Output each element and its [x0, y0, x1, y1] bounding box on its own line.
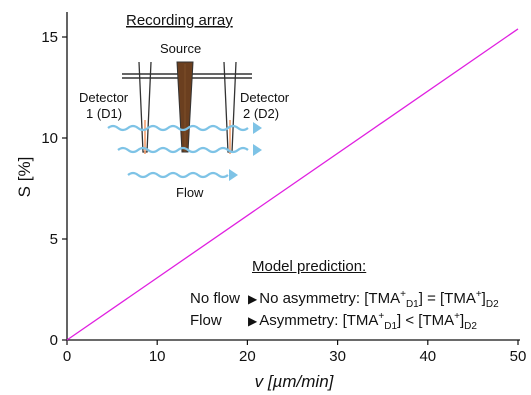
x-tick-label: 0 — [63, 348, 71, 365]
model-row-flow: Flow ▶ Asymmetry: [TMA+D1] < [TMA+]D2 — [190, 311, 477, 332]
flow-arrowhead-icon — [229, 169, 238, 181]
source-label: Source — [160, 41, 201, 56]
x-tick-label: 10 — [149, 348, 166, 365]
arrow-icon: ▶ — [248, 292, 258, 306]
flow-wave — [117, 146, 249, 154]
series-layer — [66, 28, 519, 341]
detector2-pipette — [223, 61, 237, 154]
y-axis-title: S [%] — [15, 157, 34, 198]
detector1-label-line1: Detector — [79, 90, 129, 105]
x-tick-label: 50 — [510, 348, 527, 365]
charge-sup: + — [454, 311, 460, 322]
plot-axes — [66, 12, 520, 341]
charge-sup: + — [378, 311, 385, 322]
arrow-icon: ▶ — [248, 314, 258, 328]
no-flow-relation: ] = [TMA — [418, 290, 476, 307]
no-flow-condition: No flow — [190, 290, 241, 307]
x-ticks: 0 10 20 30 40 50 — [63, 340, 527, 365]
y-tick-label: 10 — [41, 130, 58, 147]
y-tick-label: 0 — [50, 332, 58, 349]
detector2-label-line2: 2 (D2) — [243, 106, 279, 121]
no-flow-result: No asymmetry: [TMA — [259, 290, 401, 307]
flow-label: Flow — [176, 185, 204, 200]
source-pipette — [176, 61, 194, 153]
d2-sub: D2 — [464, 321, 477, 332]
detector1-label-line2: 1 (D1) — [86, 106, 122, 121]
flow-wave — [127, 171, 229, 179]
y-tick-label: 5 — [50, 231, 58, 248]
d1-sub: D1 — [384, 321, 398, 332]
flow-arrowhead-icon — [253, 144, 262, 156]
d2-sub: D2 — [485, 299, 499, 310]
flow-result: Asymmetry: [TMA — [259, 312, 379, 329]
recording-array-inset: Recording array Source Detector 1 (D1) D… — [79, 12, 290, 200]
y-ticks: 0 5 10 15 — [41, 29, 67, 349]
model-row-no-flow: No flow ▶ No asymmetry: [TMA+D1] = [TMA+]D… — [190, 289, 499, 310]
flow-wave — [107, 124, 249, 132]
detector2-label-line1: Detector — [240, 90, 290, 105]
d1-sub: D1 — [405, 299, 419, 310]
detector1-pipette — [138, 61, 152, 154]
flow-arrowhead-icon — [253, 122, 262, 134]
y-tick-label: 15 — [41, 29, 58, 46]
x-tick-label: 40 — [419, 348, 436, 365]
series-line — [66, 28, 519, 341]
flow-relation: ] < [TMA — [397, 312, 455, 329]
flow-waves — [107, 122, 262, 181]
charge-sup: + — [475, 289, 482, 300]
charge-sup: + — [400, 289, 406, 300]
flow-condition: Flow — [190, 312, 222, 329]
inset-title: Recording array — [126, 12, 233, 29]
x-tick-label: 20 — [239, 348, 256, 365]
x-tick-label: 30 — [329, 348, 346, 365]
model-prediction-title: Model prediction: — [252, 258, 367, 275]
x-axis-title: v [µm/min] — [255, 372, 335, 391]
